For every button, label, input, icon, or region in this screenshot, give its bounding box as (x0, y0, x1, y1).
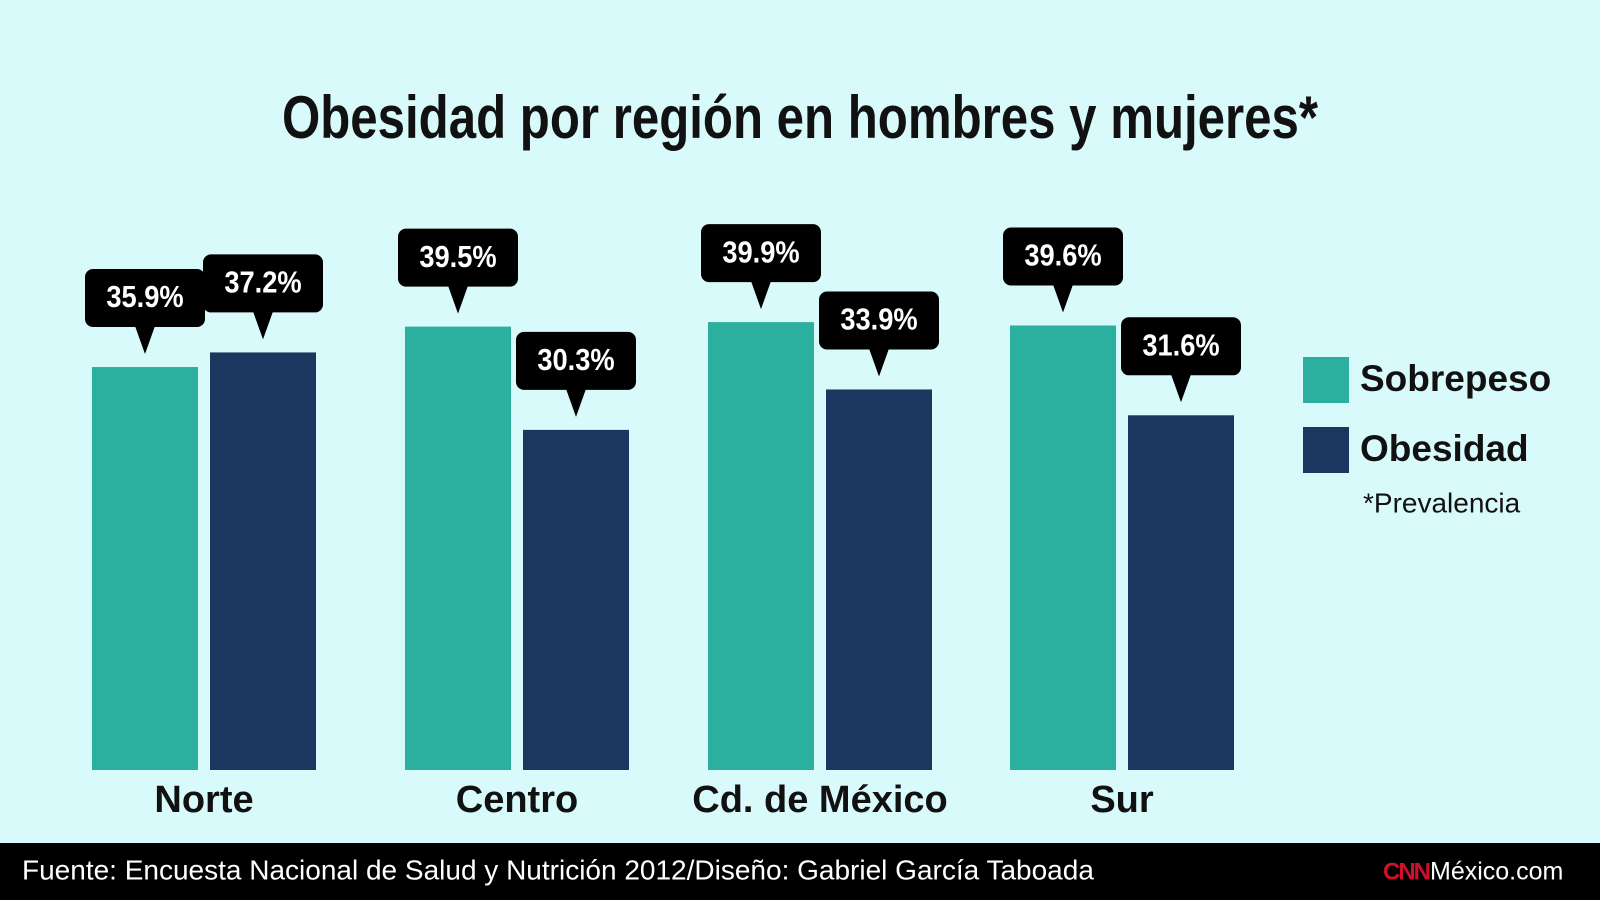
callout-pointer (1053, 284, 1073, 313)
bar (1010, 325, 1116, 770)
x-tick-label: Norte (154, 779, 253, 821)
legend-swatch (1303, 427, 1349, 473)
x-tick-label: Cd. de México (692, 779, 948, 821)
bar (826, 389, 932, 770)
callout-box (1121, 317, 1241, 376)
value-label: 30.3% (537, 344, 614, 378)
legend-swatch (1303, 357, 1349, 403)
value-label: 35.9% (106, 281, 183, 315)
callout-pointer (135, 326, 155, 355)
value-label: 31.6% (1142, 329, 1219, 363)
value-label: 33.9% (840, 303, 917, 337)
chart-title: Obesidad por región en hombres y mujeres… (282, 83, 1319, 151)
brand-cnn: CNN (1383, 858, 1430, 885)
x-tick-label: Centro (456, 779, 578, 821)
bar (1128, 415, 1234, 770)
bar (708, 322, 814, 770)
bar (210, 352, 316, 770)
callout-pointer (566, 388, 586, 417)
callout-box (819, 291, 939, 350)
value-label: 37.2% (224, 266, 301, 300)
callout-pointer (1171, 374, 1191, 403)
note: *Prevalencia (1363, 487, 1521, 518)
value-label: 39.5% (419, 240, 496, 274)
callout-pointer (869, 348, 889, 377)
callout-box (1003, 227, 1123, 286)
source: Fuente: Encuesta Nacional de Salud y Nut… (22, 854, 1094, 885)
callout-box (701, 224, 821, 283)
bar (523, 429, 629, 770)
callout-pointer (751, 281, 771, 310)
callout-box (398, 228, 518, 287)
callout-box (85, 269, 205, 328)
value-label: 39.6% (1024, 239, 1101, 273)
value-label: 39.9% (722, 236, 799, 270)
legend-label: Obesidad (1360, 428, 1529, 469)
callout-box (203, 254, 323, 313)
callout-box (516, 331, 636, 390)
bar (92, 367, 198, 770)
brand-site: México.com (1430, 858, 1563, 886)
callout-pointer (253, 311, 273, 340)
legend-label: Sobrepeso (1360, 358, 1551, 399)
x-tick-label: Sur (1090, 779, 1154, 821)
bar (405, 326, 511, 770)
callout-pointer (448, 285, 468, 314)
footer-bar (0, 843, 1600, 900)
